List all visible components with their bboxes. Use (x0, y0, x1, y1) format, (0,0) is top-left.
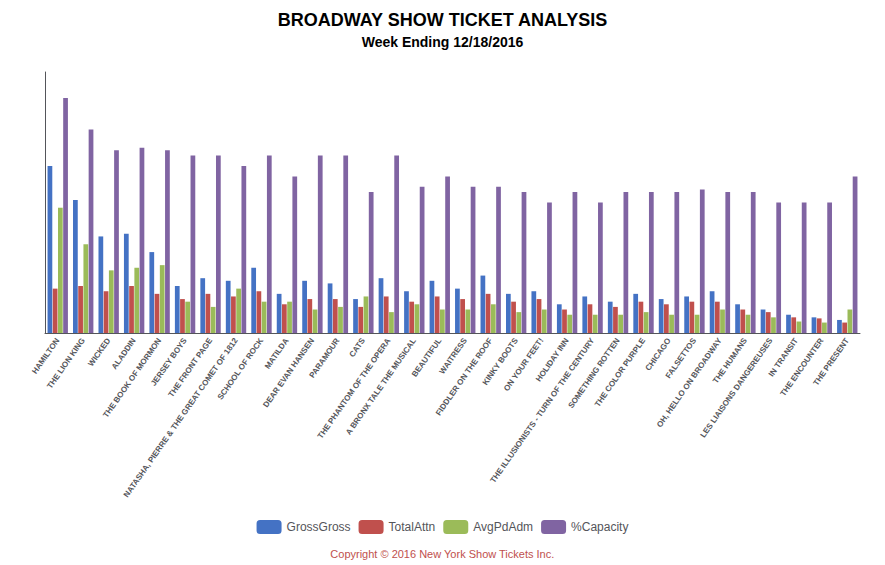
svg-text:LES LIAISONS DANGEREUSES: LES LIAISONS DANGEREUSES (699, 336, 775, 440)
svg-text:THE ILLUSIONISTS - TURN OF THE: THE ILLUSIONISTS - TURN OF THE CENTURY (489, 336, 597, 485)
svg-text:THE BOOK OF MORMON: THE BOOK OF MORMON (101, 336, 164, 420)
svg-text:THE COLOR PURPLE: THE COLOR PURPLE (593, 336, 648, 409)
svg-text:THE LION KING: THE LION KING (45, 336, 87, 390)
svg-text:TotalAttn: TotalAttn (389, 520, 436, 534)
svg-text:OH, HELLO ON BROADWAY: OH, HELLO ON BROADWAY (654, 336, 724, 430)
svg-text:Copyright © 2016 New York Show: Copyright © 2016 New York Show Tickets I… (330, 548, 554, 560)
svg-text:THE FRONT PAGE: THE FRONT PAGE (167, 336, 215, 399)
svg-text:DEAR EVAN HANSEN: DEAR EVAN HANSEN (261, 336, 317, 410)
svg-text:GrossGross: GrossGross (287, 520, 351, 534)
svg-text:CATS: CATS (348, 336, 368, 359)
svg-text:WICKED: WICKED (86, 336, 112, 368)
svg-text:THE PRESENT: THE PRESENT (811, 336, 851, 387)
svg-text:ON YOUR FEET!: ON YOUR FEET! (502, 336, 545, 392)
svg-text:FALSETTOS: FALSETTOS (663, 336, 699, 380)
svg-text:SOMETHING ROTTEN: SOMETHING ROTTEN (566, 336, 622, 410)
svg-text:BEAUTIFUL: BEAUTIFUL (410, 336, 444, 379)
svg-text:A BRONX TALE THE MUSICAL: A BRONX TALE THE MUSICAL (344, 336, 418, 436)
svg-text:CHICAGO: CHICAGO (643, 336, 673, 373)
svg-text:THE PHANTOM OF THE OPERA: THE PHANTOM OF THE OPERA (315, 336, 393, 441)
svg-text:PARAMOUR: PARAMOUR (308, 336, 342, 379)
svg-text:HAMILTON: HAMILTON (30, 336, 62, 376)
svg-text:%Capacity: %Capacity (571, 520, 628, 534)
svg-text:WAITRESS: WAITRESS (437, 336, 469, 376)
svg-text:Week Ending 12/18/2016: Week Ending 12/18/2016 (362, 34, 524, 50)
svg-text:KINKY BOOTS: KINKY BOOTS (480, 336, 520, 387)
svg-text:SCHOOL OF ROCK: SCHOOL OF ROCK (216, 336, 266, 401)
svg-text:ALADDIN: ALADDIN (110, 336, 138, 371)
svg-text:THE HUMANS: THE HUMANS (711, 336, 750, 386)
svg-text:HOLIDAY INN: HOLIDAY INN (534, 336, 571, 384)
svg-text:FIDDLER ON THE ROOF: FIDDLER ON THE ROOF (434, 336, 495, 418)
svg-text:AvgPdAdm: AvgPdAdm (473, 520, 533, 534)
svg-text:MATILDA: MATILDA (263, 336, 291, 370)
svg-text:THE ENCOUNTER: THE ENCOUNTER (779, 336, 826, 398)
svg-text:IN TRANSIT: IN TRANSIT (766, 336, 800, 379)
svg-text:JERSEY BOYS: JERSEY BOYS (149, 336, 189, 388)
svg-text:NATASHA, PIERRE & THE GREAT CO: NATASHA, PIERRE & THE GREAT COMET OF 181… (122, 336, 240, 499)
svg-text:BROADWAY SHOW TICKET ANALYSIS: BROADWAY SHOW TICKET ANALYSIS (278, 10, 608, 30)
